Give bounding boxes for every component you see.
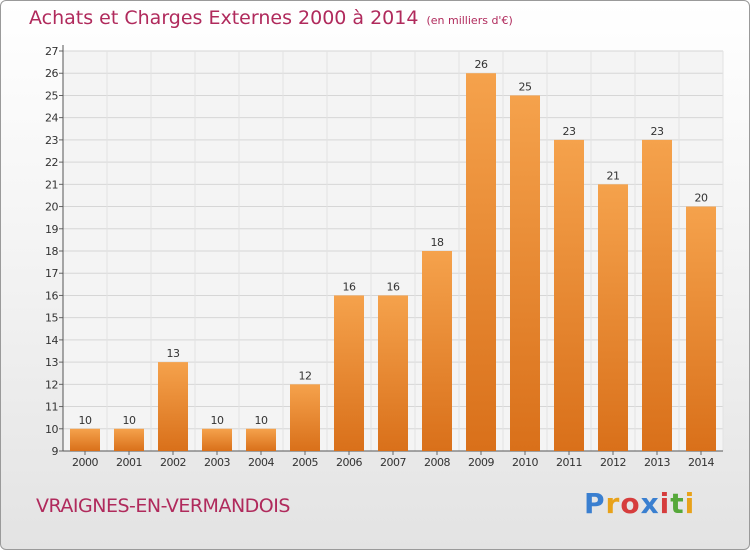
y-tick-label: 27 — [45, 45, 58, 58]
data-label-2003: 10 — [211, 414, 224, 427]
chart-title: Achats et Charges Externes 2000 à 2014 (e… — [29, 7, 513, 29]
bar-2001 — [114, 428, 144, 451]
bar-2007 — [378, 295, 408, 451]
data-label-2012: 21 — [607, 169, 620, 182]
x-tick-label-2008: 2008 — [424, 456, 450, 469]
x-tick-label-2012: 2012 — [600, 456, 626, 469]
data-label-2005: 12 — [299, 369, 312, 382]
y-tick-label: 23 — [45, 134, 58, 147]
x-tick-label-2002: 2002 — [160, 456, 186, 469]
unit-text: (en milliers d'€) — [426, 14, 513, 27]
y-tick-label: 22 — [45, 156, 58, 169]
data-label-2009: 26 — [475, 58, 488, 71]
y-tick-label: 14 — [45, 334, 58, 347]
y-tick-label: 18 — [45, 245, 58, 258]
data-label-2011: 23 — [563, 125, 576, 138]
bar-2008 — [422, 251, 452, 451]
bar-2002 — [158, 362, 188, 451]
data-label-2006: 16 — [343, 280, 356, 293]
bar-2011 — [554, 139, 584, 451]
x-tick-label-2011: 2011 — [556, 456, 582, 469]
bar-2004 — [246, 428, 276, 451]
bar-2014 — [686, 206, 716, 451]
y-tick-label: 16 — [45, 289, 58, 302]
y-tick-label: 12 — [45, 378, 58, 391]
y-tick-label: 24 — [45, 112, 58, 125]
x-tick-labels: 2000 2001 2002 2003 2004 2005 2006 2007 2008 2009… — [72, 456, 715, 469]
x-tick-label-2014: 2014 — [688, 456, 714, 469]
bar-2000 — [70, 428, 100, 451]
y-tick-label: 19 — [45, 223, 58, 236]
x-tick-label-2003: 2003 — [204, 456, 230, 469]
x-tick-label-2001: 2001 — [116, 456, 142, 469]
y-tick-label: 13 — [45, 356, 58, 369]
x-tick-label-2013: 2013 — [644, 456, 670, 469]
bar-2013 — [642, 139, 672, 451]
bars — [70, 73, 716, 452]
data-label-2004: 10 — [255, 414, 268, 427]
x-tick-label-2005: 2005 — [292, 456, 318, 469]
y-tick-labels: 9 10 11 12 13 14 15 16 17 18 19 20 21 22 23 24 25 26 27 — [45, 45, 59, 458]
x-tick-label-2009: 2009 — [468, 456, 494, 469]
data-label-2013: 23 — [651, 125, 664, 138]
data-label-2010: 25 — [519, 80, 532, 93]
x-tick-label-2004: 2004 — [248, 456, 274, 469]
bar-2003 — [202, 428, 232, 451]
x-tick-label-2007: 2007 — [380, 456, 406, 469]
y-tick-label: 17 — [45, 267, 58, 280]
x-tick-label-2000: 2000 — [72, 456, 98, 469]
proxiti-logo: Proxiti — [584, 487, 696, 520]
data-label-2008: 18 — [431, 236, 444, 249]
bar-2010 — [510, 95, 540, 451]
data-label-2007: 16 — [387, 280, 400, 293]
x-tick-label-2010: 2010 — [512, 456, 538, 469]
x-tick-label-2006: 2006 — [336, 456, 362, 469]
data-labels: 10 10 13 10 10 12 16 16 18 26 25 23 21 23 20 — [79, 58, 709, 427]
bar-2005 — [290, 384, 320, 451]
y-tick-label: 11 — [45, 401, 58, 414]
bar-2006 — [334, 295, 364, 451]
title-text: Achats et Charges Externes 2000 à 2014 — [29, 7, 419, 29]
y-tick-label: 9 — [52, 445, 59, 458]
y-tick-label: 26 — [45, 67, 58, 80]
bar-2009 — [466, 73, 496, 451]
commune-name: VRAIGNES-EN-VERMANDOIS — [36, 495, 290, 517]
y-tick-label: 25 — [45, 89, 58, 102]
bar-2012 — [598, 184, 628, 452]
y-tick-label: 10 — [45, 423, 58, 436]
data-label-2001: 10 — [123, 414, 136, 427]
data-label-2014: 20 — [695, 192, 708, 205]
y-tick-label: 21 — [45, 178, 58, 191]
data-label-2002: 13 — [167, 347, 180, 360]
y-tick-label: 20 — [45, 201, 58, 214]
data-label-2000: 10 — [79, 414, 92, 427]
y-tick-label: 15 — [45, 312, 58, 325]
